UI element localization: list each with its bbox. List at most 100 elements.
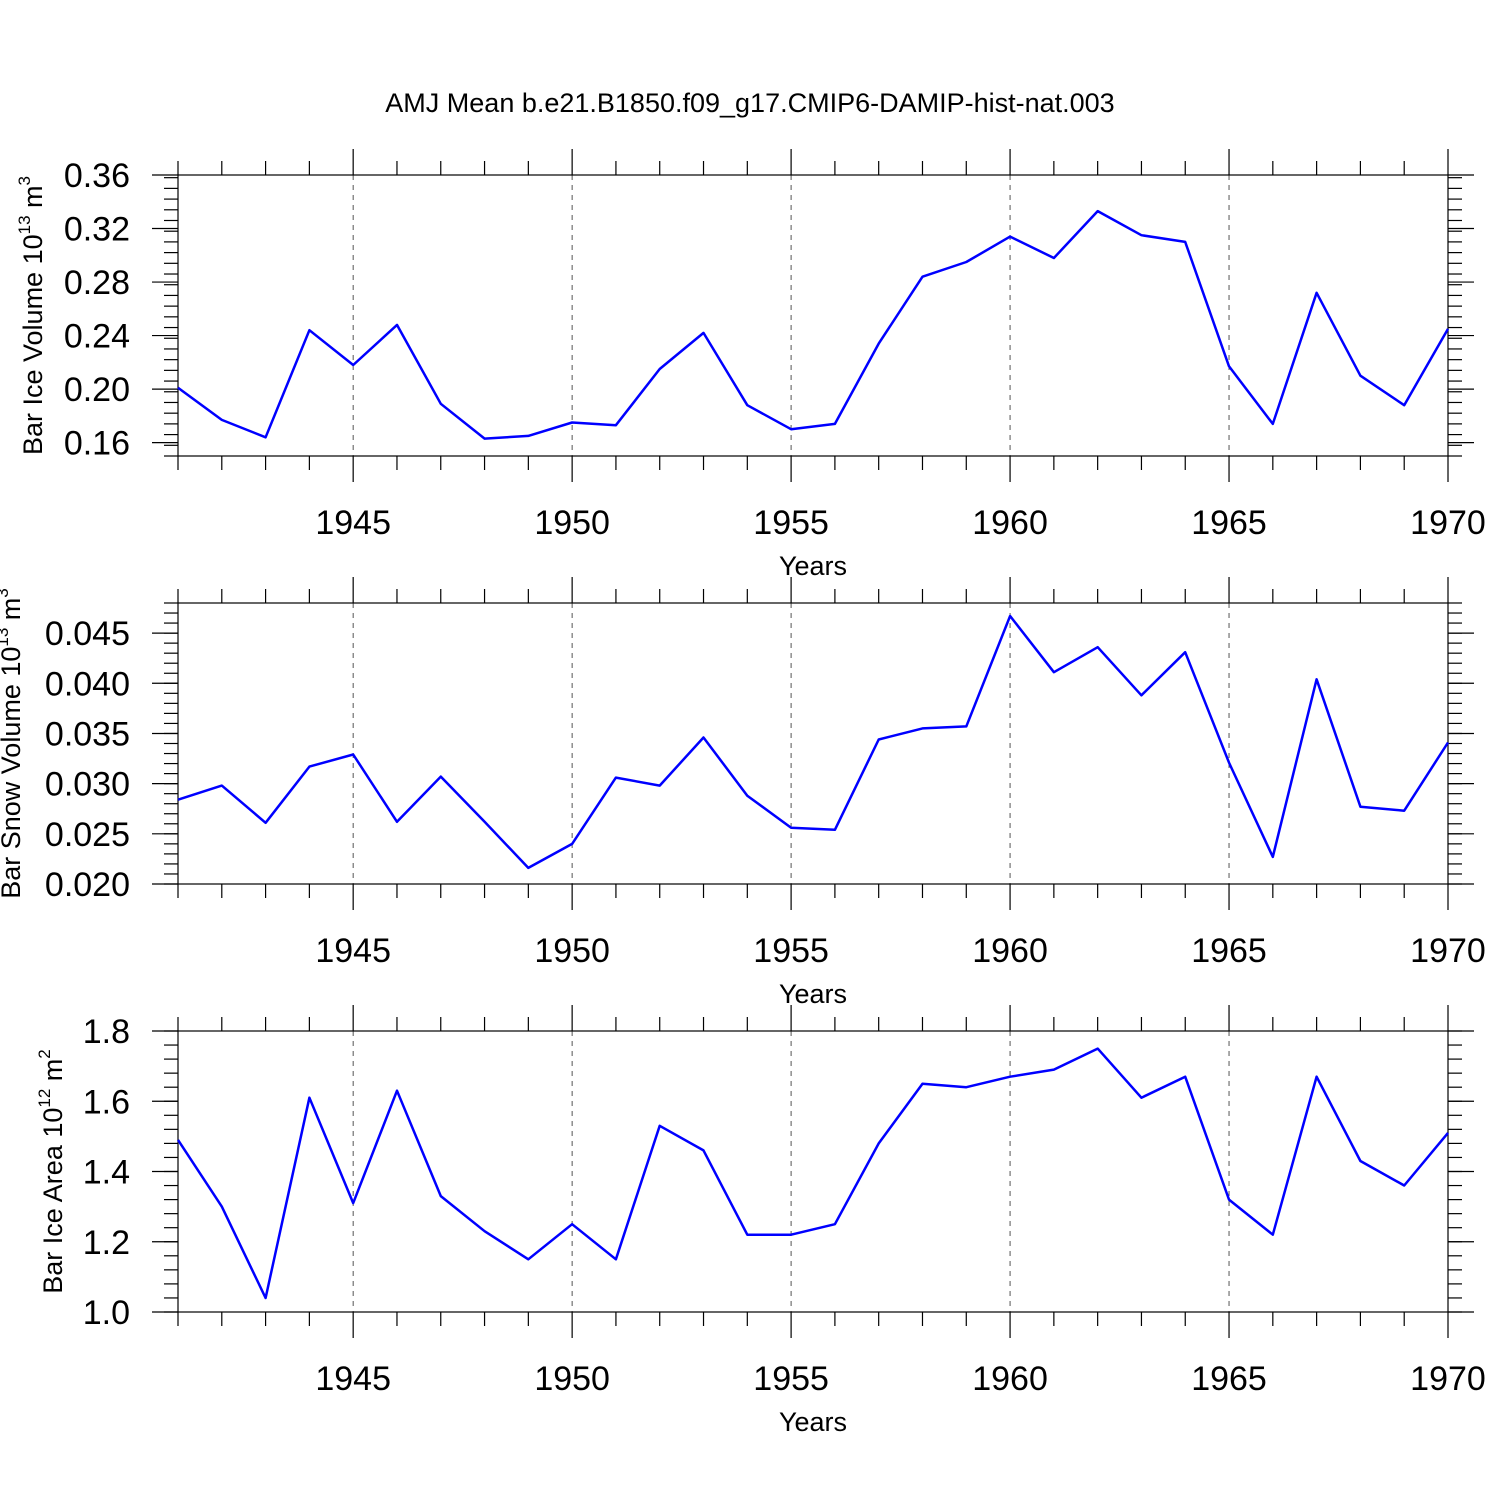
data-point (221, 419, 222, 420)
data-point (1010, 1076, 1011, 1077)
y-tick-label: 0.32 (64, 211, 130, 249)
y-tick-label: 0.28 (64, 264, 130, 302)
y-axis-title: Bar Ice Area 1012 m2 (35, 1049, 68, 1294)
data-point (396, 821, 397, 822)
data-point (747, 1234, 748, 1235)
data-point (834, 423, 835, 424)
x-tick-label: 1945 (315, 932, 391, 970)
data-point (1229, 366, 1230, 367)
x-tick-label: 1960 (972, 504, 1048, 542)
x-tick-label: 1965 (1191, 932, 1267, 970)
data-point (703, 1150, 704, 1151)
data-point (878, 343, 879, 344)
y-axis-title: Bar Ice Volume 1013 m3 (15, 176, 48, 455)
x-tick-label: 1955 (753, 1360, 829, 1398)
data-point (1053, 1069, 1054, 1070)
data-point (703, 332, 704, 333)
data-point (1272, 856, 1273, 857)
data-point (1010, 236, 1011, 237)
data-point (1229, 762, 1230, 763)
data-point (922, 728, 923, 729)
y-axis-title-text: Bar Ice Area 10 (38, 1108, 68, 1294)
data-point (966, 726, 967, 727)
data-point (178, 799, 179, 800)
data-point (1185, 241, 1186, 242)
y-axis-title-text: Bar Ice Volume 10 (18, 234, 48, 455)
y-axis-title-exponent: 13 (0, 628, 12, 647)
data-point (178, 1139, 179, 1140)
y-axis-title-unit: m (38, 1059, 68, 1089)
y-tick-label: 1.4 (83, 1154, 130, 1192)
x-tick-label: 1950 (534, 1360, 610, 1398)
data-point (659, 1125, 660, 1126)
data-point (1097, 211, 1098, 212)
data-point (309, 766, 310, 767)
y-tick-label: 1.2 (83, 1224, 130, 1262)
data-point (1141, 1097, 1142, 1098)
x-tick-label: 1970 (1410, 932, 1486, 970)
data-point (966, 261, 967, 262)
y-axis-title-text: Bar Snow Volume 10 (0, 647, 26, 899)
y-tick-label: 0.24 (64, 318, 130, 356)
data-point (440, 1196, 441, 1197)
data-point (1272, 1234, 1273, 1235)
y-tick-label: 0.020 (45, 866, 130, 904)
y-tick-label: 0.025 (45, 816, 130, 854)
data-point (1053, 257, 1054, 258)
x-axis-title: Years (779, 551, 847, 581)
data-point (1185, 1076, 1186, 1077)
chart-title: AMJ Mean b.e21.B1850.f09_g17.CMIP6-DAMIP… (385, 88, 1114, 118)
data-point (572, 1224, 573, 1225)
data-point (1141, 235, 1142, 236)
y-axis-title-unit: m (18, 185, 48, 215)
data-point (1316, 679, 1317, 680)
plot-frame (177, 174, 1449, 457)
x-tick-label: 1955 (753, 932, 829, 970)
data-point (265, 437, 266, 438)
data-point (1448, 1132, 1449, 1133)
data-point (1097, 647, 1098, 648)
y-axis-title-unit-exponent: 3 (15, 176, 34, 185)
x-tick-label: 1960 (972, 932, 1048, 970)
data-point (353, 754, 354, 755)
data-point (1360, 806, 1361, 807)
data-point (615, 1259, 616, 1260)
x-tick-label: 1950 (534, 932, 610, 970)
data-point (528, 867, 529, 868)
data-point (791, 827, 792, 828)
x-tick-label: 1965 (1191, 504, 1267, 542)
data-point (878, 739, 879, 740)
data-point (484, 438, 485, 439)
data-point (1010, 616, 1011, 617)
data-point (1316, 1076, 1317, 1077)
data-point (309, 330, 310, 331)
data-point (615, 777, 616, 778)
x-axis-title: Years (779, 979, 847, 1009)
x-tick-label: 1970 (1410, 1360, 1486, 1398)
plot-frame (177, 1030, 1449, 1313)
y-axis-title: Bar Snow Volume 1013 m3 (0, 588, 26, 899)
plot-frame (177, 602, 1449, 885)
data-point (440, 403, 441, 404)
data-point (353, 365, 354, 366)
panel-1: 0.16 0.20 0.24 0.28 0.32 0.36 1945 1950 1955 1960… (15, 149, 1486, 581)
data-point (1448, 742, 1449, 743)
data-point (572, 422, 573, 423)
panel-2: 0.020 0.025 0.030 0.035 0.040 0.045 1945 1950 19… (0, 577, 1486, 1009)
y-tick-label: 0.030 (45, 766, 130, 804)
y-axis-title-unit-exponent: 2 (35, 1049, 54, 1058)
x-tick-label: 1945 (315, 504, 391, 542)
x-axis-title: Years (779, 1407, 847, 1437)
y-tick-label: 0.045 (45, 615, 130, 653)
series-line (177, 614, 1450, 870)
y-axis-title-exponent: 12 (35, 1089, 54, 1108)
data-point (1097, 1048, 1098, 1049)
x-tick-label: 1955 (753, 504, 829, 542)
data-point (659, 369, 660, 370)
data-point (396, 324, 397, 325)
data-point (484, 821, 485, 822)
y-tick-label: 0.040 (45, 665, 130, 703)
data-point (747, 405, 748, 406)
data-point (265, 822, 266, 823)
